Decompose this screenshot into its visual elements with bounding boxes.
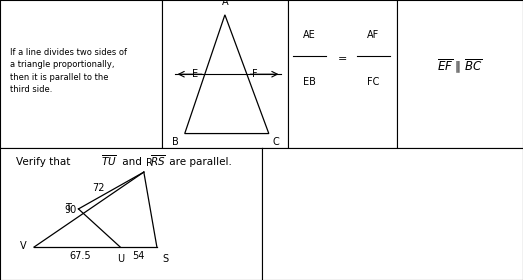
Text: B: B — [172, 137, 178, 146]
Text: 90: 90 — [64, 205, 77, 214]
Text: S: S — [162, 254, 168, 264]
Text: 54: 54 — [132, 251, 145, 261]
Text: EB: EB — [303, 77, 316, 87]
Text: are parallel.: are parallel. — [166, 157, 232, 167]
Text: $\overline{EF}$ ∥ $\overline{BC}$: $\overline{EF}$ ∥ $\overline{BC}$ — [437, 57, 483, 76]
Text: $\overline{TU}$: $\overline{TU}$ — [100, 153, 117, 168]
Text: =: = — [338, 54, 347, 64]
Text: 72: 72 — [92, 183, 104, 193]
Text: V: V — [19, 241, 26, 251]
Text: $\overline{RS}$: $\overline{RS}$ — [151, 153, 166, 168]
Text: If a line divides two sides of
a triangle proportionally,
then it is parallel to: If a line divides two sides of a triangl… — [10, 48, 127, 94]
Text: T: T — [65, 203, 71, 213]
Text: F: F — [252, 69, 258, 79]
Text: AE: AE — [303, 30, 316, 40]
Text: C: C — [272, 137, 279, 146]
Text: A: A — [222, 0, 228, 7]
Text: AF: AF — [367, 30, 380, 40]
Text: Verify that: Verify that — [16, 157, 73, 167]
Text: and: and — [119, 157, 145, 167]
Text: 67.5: 67.5 — [69, 251, 90, 261]
Text: R: R — [146, 158, 153, 168]
Text: U: U — [117, 254, 124, 264]
Text: E: E — [192, 69, 198, 79]
Text: FC: FC — [367, 77, 380, 87]
